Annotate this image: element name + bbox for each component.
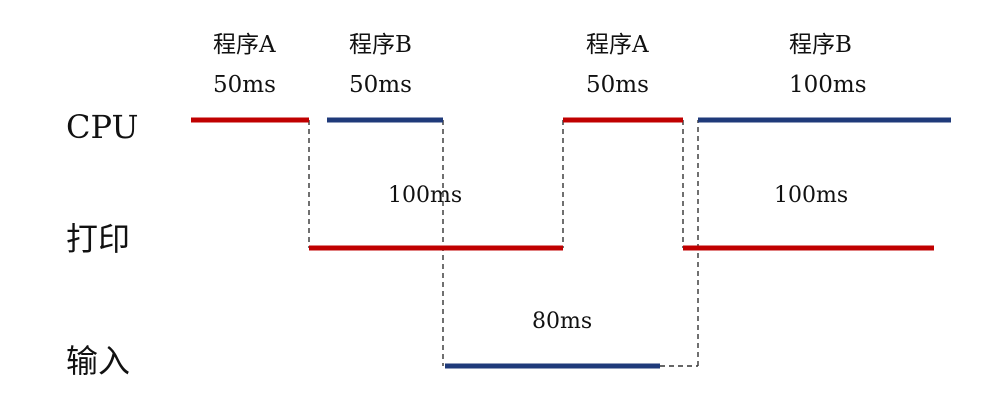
- input-duration-1: 80ms: [532, 309, 592, 334]
- cpu-segment-1-time: 50ms: [213, 72, 276, 98]
- dashed-connectors: [308, 120, 699, 367]
- print-duration-1: 100ms: [388, 183, 462, 208]
- cpu-segment-1-name: 程序A: [213, 32, 276, 58]
- cpu-segment-4-name: 程序B: [789, 32, 852, 58]
- row-label-input: 输入: [66, 342, 130, 380]
- cpu-segment-4-time: 100ms: [789, 72, 867, 98]
- cpu-segment-2-name: 程序B: [349, 32, 412, 58]
- row-label-cpu: CPU: [66, 108, 138, 146]
- row-label-print: 打印: [66, 220, 130, 258]
- cpu-segment-3-name: 程序A: [586, 32, 649, 58]
- print-duration-2: 100ms: [774, 183, 848, 208]
- cpu-segment-3-time: 50ms: [586, 72, 649, 98]
- cpu-segment-2-time: 50ms: [349, 72, 412, 98]
